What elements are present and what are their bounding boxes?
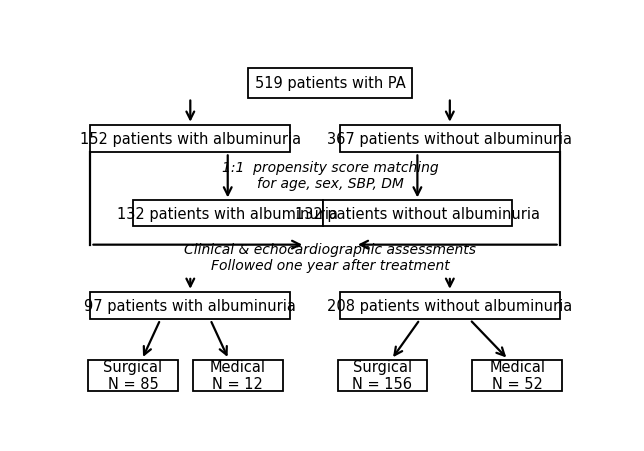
Text: 132 patients with albuminuria: 132 patients with albuminuria bbox=[117, 207, 338, 221]
FancyBboxPatch shape bbox=[337, 360, 428, 391]
FancyBboxPatch shape bbox=[340, 125, 560, 153]
Text: 208 patients without albuminuria: 208 patients without albuminuria bbox=[327, 299, 573, 313]
FancyBboxPatch shape bbox=[323, 201, 512, 227]
FancyBboxPatch shape bbox=[193, 360, 283, 391]
Text: 519 patients with PA: 519 patients with PA bbox=[254, 76, 406, 91]
Text: Surgical
N = 156: Surgical N = 156 bbox=[352, 359, 412, 391]
Text: 152 patients with albuminuria: 152 patients with albuminuria bbox=[80, 132, 301, 147]
FancyBboxPatch shape bbox=[88, 360, 178, 391]
FancyBboxPatch shape bbox=[248, 69, 412, 98]
Text: 367 patients without albuminuria: 367 patients without albuminuria bbox=[327, 132, 573, 147]
Text: 97 patients with albuminuria: 97 patients with albuminuria bbox=[84, 299, 296, 313]
Text: Clinical & echocardiographic assessments
Followed one year after treatment: Clinical & echocardiographic assessments… bbox=[184, 242, 476, 272]
Text: 1:1  propensity score matching
for age, sex, SBP, DM: 1:1 propensity score matching for age, s… bbox=[222, 161, 439, 191]
FancyBboxPatch shape bbox=[472, 360, 562, 391]
FancyBboxPatch shape bbox=[90, 292, 290, 320]
FancyBboxPatch shape bbox=[133, 201, 323, 227]
FancyBboxPatch shape bbox=[90, 125, 290, 153]
Text: Surgical
N = 85: Surgical N = 85 bbox=[103, 359, 162, 391]
Text: Medical
N = 12: Medical N = 12 bbox=[210, 359, 266, 391]
FancyBboxPatch shape bbox=[340, 292, 560, 320]
Text: 132 patients without albuminuria: 132 patients without albuminuria bbox=[295, 207, 540, 221]
Text: Medical
N = 52: Medical N = 52 bbox=[489, 359, 545, 391]
